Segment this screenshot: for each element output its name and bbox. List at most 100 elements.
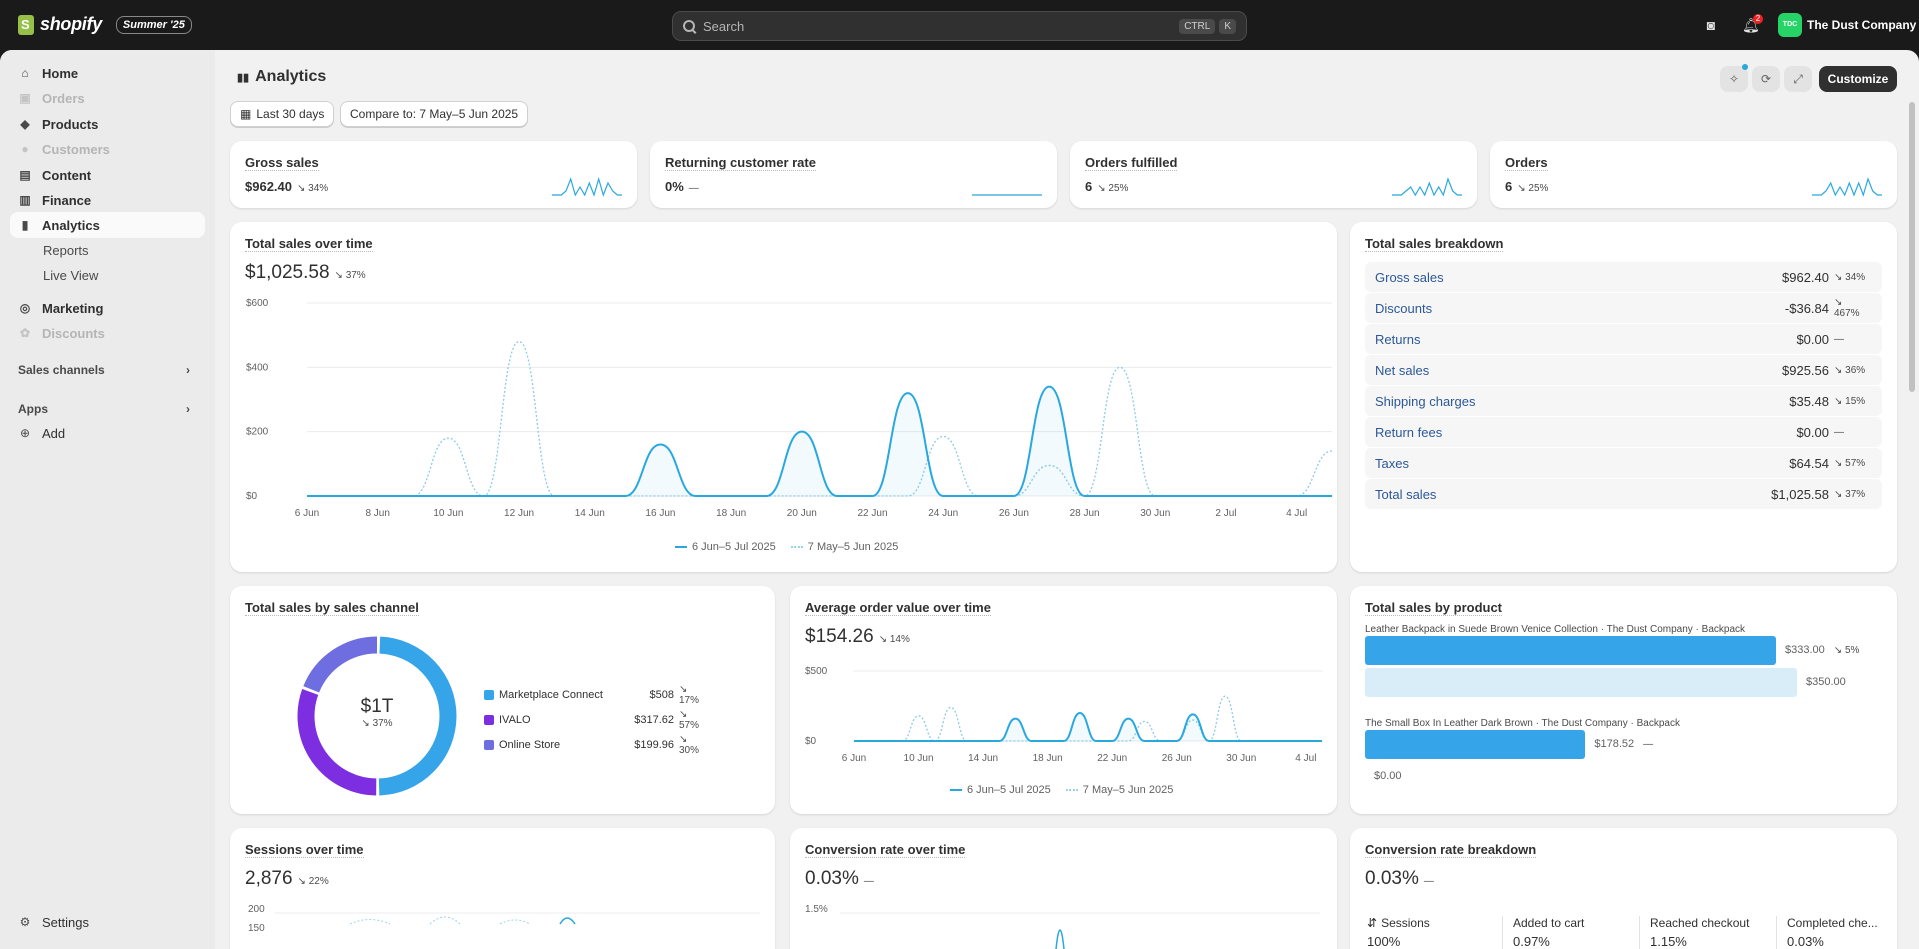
sidebar-item-products[interactable]: ◆ Products [10,111,205,137]
x-tick-label: 12 Jun [504,508,534,519]
apps-section[interactable]: Apps › [18,402,190,416]
kpi-card[interactable]: Gross sales $962.40 ↘ 34% [230,141,637,208]
card-title[interactable]: Sessions over time [245,842,364,858]
breakdown-row[interactable]: Taxes $64.54 ↘ 57% [1365,448,1882,478]
previous-series-line [349,916,531,925]
breakdown-row[interactable]: Return fees $0.00 — [1365,417,1882,447]
sidebar-item-marketing[interactable]: ◎ Marketing [10,295,205,321]
search-icon [683,20,695,32]
logo-text: shopify [40,14,102,34]
product-bar-current[interactable] [1365,636,1777,665]
sidebar-item-customers[interactable]: ● Customers [10,136,205,162]
breakdown-row[interactable]: Discounts -$36.84 ↘ 467% [1365,293,1882,323]
breakdown-row[interactable]: Shipping charges $35.48 ↘ 15% [1365,386,1882,416]
breakdown-label[interactable]: Return fees [1375,424,1443,440]
x-tick-label: 30 Jun [1226,753,1256,764]
sidebar-item-reports[interactable]: Reports [43,243,89,258]
store-name[interactable]: The Dust Company [1807,18,1917,32]
refresh-icon[interactable]: ⟳ [1752,66,1780,92]
sidebar-item-orders[interactable]: ▣ Orders [10,85,205,111]
sidebar-item-content[interactable]: ▤ Content [10,162,205,188]
shopify-logo[interactable]: shopify Summer '25 [18,14,192,35]
channel-delta: ↘ 30% [679,734,700,756]
kpi-value: 6 ↘ 25% [1085,179,1128,194]
channel-row[interactable]: IVALO $317.62 ↘ 57% [484,709,709,731]
breakdown-row[interactable]: Returns $0.00 — [1365,324,1882,354]
delta: ↘ 14% [878,634,910,645]
card-title[interactable]: Total sales over time [245,236,373,252]
compare-button[interactable]: Compare to: 7 May–5 Jun 2025 [340,101,529,127]
channel-swatch [484,740,494,750]
delta: ↘ 36% [1834,364,1866,376]
breakdown-label[interactable]: Net sales [1375,362,1430,378]
delta: ↘ 25% [1517,183,1549,194]
sidebar-item-live-view[interactable]: Live View [43,268,99,283]
sidekick-icon[interactable]: ◙ [1706,17,1716,33]
date-range-button[interactable]: ▦ Last 30 days [230,101,335,127]
breakdown-label[interactable]: Shipping charges [1375,393,1476,409]
kbd-k: K [1219,18,1236,34]
breakdown-row[interactable]: Total sales $1,025.58 ↘ 37% [1365,479,1882,509]
sparkline [1392,177,1462,197]
breakdown-label[interactable]: Gross sales [1375,269,1444,285]
breakdown-row[interactable]: Net sales $925.56 ↘ 36% [1365,355,1882,385]
product-bar-current[interactable] [1365,730,1586,759]
sidebar-item-home[interactable]: ⌂ Home [10,60,205,86]
current-series-line[interactable] [307,385,1332,497]
scrollbar[interactable] [1909,102,1915,392]
kpi-card[interactable]: Orders 6 ↘ 25% [1490,141,1897,208]
sparkline [972,194,1042,196]
product-label[interactable]: The Small Box In Leather Dark Brown · Th… [1365,718,1680,729]
total-sales-value: $1,025.58 ↘ 37% [245,262,366,284]
product-bar-previous[interactable] [1365,668,1797,697]
sidebar-item-analytics[interactable]: ▮ Analytics [10,212,205,238]
delta: ↘ 34% [1834,271,1866,283]
channel-name: IVALO [499,714,531,726]
breakdown-label[interactable]: Returns [1375,331,1421,347]
customize-button[interactable]: Customize [1819,66,1897,92]
product-label[interactable]: Leather Backpack in Suede Brown Venice C… [1365,624,1746,635]
discount-icon: ✿ [19,326,31,340]
delta: — [863,876,874,887]
channel-row[interactable]: Online Store $199.96 ↘ 30% [484,734,709,756]
x-tick-label: 28 Jun [1070,508,1100,519]
sidebar-item-settings[interactable]: ⚙ Settings [10,909,205,935]
card-title[interactable]: Conversion rate over time [805,842,966,858]
card-title[interactable]: Total sales by sales channel [245,600,419,616]
channel-row[interactable]: Marketplace Connect $508 ↘ 17% [484,684,709,706]
card-title[interactable]: Total sales by product [1365,600,1503,616]
donut-slice[interactable] [378,636,457,796]
conversion-step[interactable]: Reached checkout 1.15% [1639,916,1775,949]
card-title[interactable]: Total sales breakdown [1365,236,1504,252]
y-tick-label: $400 [246,362,269,373]
step-label: Reached checkout [1650,916,1750,930]
card-title[interactable]: Average order value over time [805,600,991,616]
kpi-card[interactable]: Returning customer rate 0% — [650,141,1057,208]
value: 0.03% [1365,868,1419,889]
breakdown-label[interactable]: Taxes [1375,455,1409,471]
channel-delta: ↘ 17% [679,684,700,706]
expand-icon[interactable]: ⤢ [1784,66,1812,92]
donut-slice[interactable] [297,689,377,796]
sidebar-item-add[interactable]: ⊕ Add [10,420,205,446]
store-avatar[interactable]: TDC [1778,13,1802,37]
kpi-card[interactable]: Orders fulfilled 6 ↘ 25% [1070,141,1477,208]
search-bar[interactable]: Search CTRL K [672,11,1247,41]
conversion-step[interactable]: Completed che... 0.03% [1776,916,1897,949]
conversion-step[interactable]: Added to cart 0.97% [1502,916,1638,949]
edition-badge[interactable]: Summer '25 [115,15,192,34]
current-series-line[interactable] [854,711,1322,742]
card-title[interactable]: Conversion rate breakdown [1365,842,1537,858]
breakdown-label[interactable]: Discounts [1375,300,1433,316]
search-input[interactable]: Search [703,18,745,34]
sparkle-icon[interactable]: ✧ [1720,66,1748,92]
sales-channels-section[interactable]: Sales channels › [18,363,190,377]
sidebar-item-discounts[interactable]: ✿ Discounts [10,320,205,346]
chart-legend: 6 Jun–5 Jul 2025 7 May–5 Jun 2025 [950,784,1173,796]
x-tick-label: 26 Jun [1162,753,1192,764]
sidebar-item-finance[interactable]: ▥ Finance [10,187,205,213]
donut-slice[interactable] [303,636,378,693]
breakdown-row[interactable]: Gross sales $962.40 ↘ 34% [1365,262,1882,292]
breakdown-label[interactable]: Total sales [1375,486,1437,502]
conversion-step[interactable]: ⇵ Sessions 100% [1365,916,1501,949]
